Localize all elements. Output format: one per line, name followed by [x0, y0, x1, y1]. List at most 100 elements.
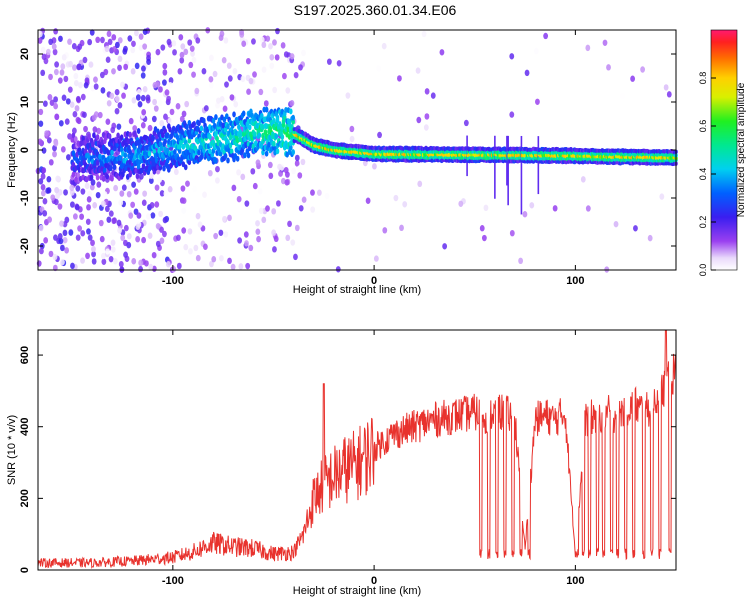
- spectrogram-cell: [60, 63, 66, 70]
- spectrogram-cell: [64, 118, 70, 125]
- spectrogram-cell: [52, 150, 57, 158]
- spectrogram-cell: [75, 95, 81, 103]
- y-tick-label: 20: [19, 48, 31, 60]
- spectrogram-cell: [192, 185, 198, 193]
- spectrogram-cell: [167, 186, 173, 193]
- spectrogram-cell: [264, 150, 269, 157]
- spectrogram-cell: [104, 205, 110, 213]
- spectrogram-cell: [228, 142, 233, 149]
- spectrogram-cell: [99, 235, 105, 243]
- spectrogram-cell: [271, 208, 277, 215]
- spectrogram-cell: [46, 137, 52, 144]
- spectrogram-cell: [232, 68, 238, 75]
- spectrogram-cell: [55, 175, 61, 182]
- spectrogram-cell: [177, 148, 182, 155]
- spectrogram-cell: [222, 105, 228, 112]
- spectrogram-cell: [252, 182, 258, 190]
- spectrogram-cell: [47, 216, 52, 223]
- spectrogram-cell: [107, 38, 113, 46]
- spectrogram-cell: [131, 258, 137, 265]
- spectrogram-cell: [48, 250, 54, 258]
- spectrogram-cell: [80, 230, 86, 237]
- spectrogram-cell: [179, 115, 185, 123]
- spectrogram-cell: [251, 38, 256, 45]
- spectrogram-cell: [40, 190, 46, 197]
- spectrogram-cell: [382, 227, 388, 234]
- spectrogram-cell: [483, 204, 489, 212]
- spectrogram-cell: [349, 125, 355, 133]
- spectrogram-cell: [92, 126, 98, 133]
- spectrogram-cell: [509, 229, 515, 237]
- spectrogram-cell: [108, 210, 114, 217]
- spectrogram-cell: [142, 190, 148, 197]
- spectrogram-cell: [91, 258, 97, 265]
- spectrogram-cell: [86, 228, 91, 235]
- spectrogram-cell: [248, 77, 254, 85]
- x-tick-label: 100: [566, 575, 584, 587]
- spectrogram-cell: [442, 243, 448, 250]
- y-tick-label: 600: [19, 346, 31, 364]
- y-tick-label: 0: [19, 147, 31, 153]
- spectrogram-cell: [415, 67, 421, 74]
- colorbar-tick-label: 0.4: [698, 168, 708, 181]
- spectrogram-cell: [53, 68, 59, 76]
- spectrogram-cell: [272, 140, 276, 147]
- spectrogram-cell: [78, 81, 83, 89]
- spectrogram-cell: [103, 68, 109, 76]
- spectrogram-cell: [98, 219, 104, 227]
- spectrogram-cell: [201, 68, 207, 75]
- spectrogram-cell: [38, 247, 44, 255]
- y-tick-label: 0: [19, 567, 31, 573]
- spectrogram-cell: [137, 101, 143, 108]
- spectrogram-cell: [87, 234, 93, 241]
- spectrogram-cell: [257, 132, 262, 139]
- spectrogram-cell: [104, 45, 110, 53]
- spectrogram-cell: [93, 76, 98, 83]
- spectrogram-cell: [51, 43, 57, 50]
- spectrogram-cell: [131, 40, 136, 47]
- spectrogram-cell: [121, 92, 126, 99]
- spectrogram-cell: [183, 243, 189, 251]
- spectrogram-cell: [79, 213, 85, 220]
- spectrogram-cell: [147, 150, 152, 157]
- spectrogram-cell: [240, 75, 246, 83]
- spectrogram-cell: [187, 228, 193, 235]
- spectrogram-cell: [261, 41, 267, 49]
- spectrogram-cell: [256, 235, 261, 243]
- x-tick-label: -100: [162, 575, 184, 587]
- spectrogram-cell: [138, 44, 144, 51]
- spectrogram-cell: [88, 61, 94, 68]
- spectrogram-cell: [285, 87, 291, 94]
- spectrogram-cell: [103, 167, 107, 174]
- colorbar-tick-label: 0.8: [698, 72, 708, 85]
- spectrogram-cell: [85, 218, 91, 225]
- spectrogram-cell: [430, 92, 436, 99]
- spectrogram-cell: [59, 220, 64, 227]
- spectrogram-cell: [238, 263, 244, 270]
- spectrogram-cell: [112, 258, 118, 265]
- spectrogram-cell: [91, 245, 96, 253]
- spectrogram-cell: [666, 91, 672, 98]
- spectrogram-cell: [179, 51, 185, 59]
- spectrogram-cell: [77, 225, 83, 232]
- spectrogram-cell: [41, 53, 47, 61]
- spectrogram-cell: [417, 180, 423, 188]
- spectrogram-cell: [91, 114, 97, 121]
- spectrogram-cell: [630, 75, 636, 82]
- spectrogram-cell: [38, 178, 44, 185]
- spectrogram-cell: [145, 94, 151, 101]
- spectrogram-cell: [301, 196, 307, 203]
- spectrogram-cell: [152, 81, 158, 89]
- spectrogram-cell: [106, 216, 112, 223]
- spectrogram-cell: [171, 40, 177, 47]
- spectrogram-cell: [381, 42, 387, 50]
- spectrogram-cell: [37, 37, 43, 44]
- spectrogram-cell: [245, 57, 251, 65]
- spectrogram-cell: [38, 108, 44, 116]
- spectrogram-cell: [63, 189, 68, 196]
- spectrogram-cell: [291, 167, 296, 175]
- spectrogram-cell: [141, 199, 147, 206]
- spectrogram-cell: [288, 144, 293, 151]
- spectrogram-cell: [224, 113, 229, 120]
- spectrogram-cell: [146, 58, 151, 65]
